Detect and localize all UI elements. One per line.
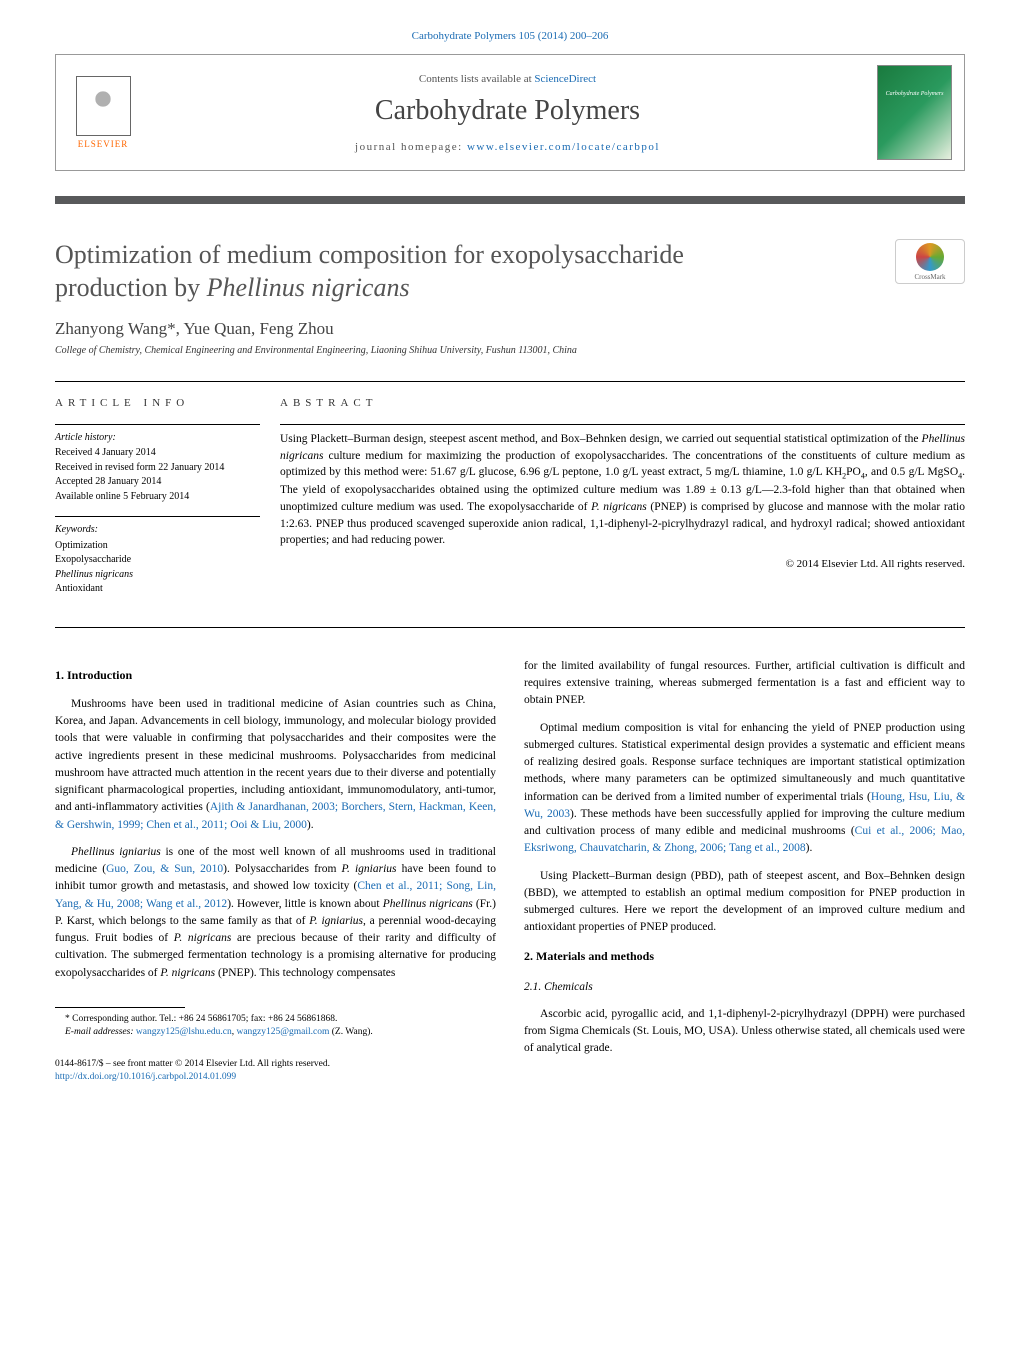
elsevier-tree-icon <box>76 76 131 136</box>
intro-para-2: Phellinus igniarius is one of the most w… <box>55 844 496 982</box>
header-center: Contents lists available at ScienceDirec… <box>138 73 877 153</box>
article-info: article info Article history: Received 4… <box>55 396 280 609</box>
abs-part1: Using Plackett–Burman design, steepest a… <box>280 433 922 445</box>
intro-p2-d: ). However, little is known about <box>227 898 383 910</box>
journal-cover-thumbnail <box>877 65 952 160</box>
intro-p1-b: ). <box>307 819 314 831</box>
email-line: E-mail addresses: wangzy125@lshu.edu.cn,… <box>55 1026 496 1039</box>
title-line1: Optimization of medium composition for e… <box>55 240 684 269</box>
title-line2-prefix: production by <box>55 273 207 302</box>
col2-p2-c: ). <box>806 842 813 854</box>
homepage-link[interactable]: www.elsevier.com/locate/carbpol <box>467 141 660 153</box>
header-box: ELSEVIER Contents lists available at Sci… <box>55 54 965 171</box>
keyword-3: Phellinus nigricans <box>55 568 260 583</box>
elsevier-logo: ELSEVIER <box>68 70 138 155</box>
email-suffix: (Z. Wang). <box>329 1027 372 1037</box>
abs-italic2: P. nigricans <box>591 501 647 513</box>
title-line2-italic: Phellinus nigricans <box>207 273 410 302</box>
mm-heading: 2. Materials and methods <box>524 947 965 965</box>
email-1[interactable]: wangzy125@lshu.edu.cn <box>136 1027 232 1037</box>
keyword-4: Antioxidant <box>55 582 260 597</box>
intro-p2-h: (PNEP). This technology compensates <box>215 967 395 979</box>
crossmark-label: CrossMark <box>914 273 945 281</box>
abs-part4: , and 0.5 g/L MgSO <box>865 466 958 478</box>
footer-line1: 0144-8617/$ – see front matter © 2014 El… <box>55 1058 496 1071</box>
col2-para-2: Optimal medium composition is vital for … <box>524 720 965 858</box>
column-left: 1. Introduction Mushrooms have been used… <box>55 658 496 1084</box>
chem-heading: 2.1. Chemicals <box>524 979 965 996</box>
accepted-date: Accepted 28 January 2014 <box>55 475 260 490</box>
intro-p2-italic3: Phellinus nigricans <box>383 898 473 910</box>
abstract-copyright: © 2014 Elsevier Ltd. All rights reserved… <box>280 557 965 573</box>
keyword-2: Exopolysaccharide <box>55 553 260 568</box>
history-label: Article history: <box>55 431 260 446</box>
intro-p2-b: ). Polysaccharides from <box>223 863 341 875</box>
body-columns: 1. Introduction Mushrooms have been used… <box>55 658 965 1084</box>
abstract-text: Using Plackett–Burman design, steepest a… <box>280 424 965 549</box>
chem-para-1: Ascorbic acid, pyrogallic acid, and 1,1-… <box>524 1006 965 1058</box>
revised-date: Received in revised form 22 January 2014 <box>55 461 260 476</box>
abstract-column: abstract Using Plackett–Burman design, s… <box>280 396 965 609</box>
intro-p2-italic2: P. igniarius <box>342 863 397 875</box>
keywords-block: Keywords: Optimization Exopolysaccharide… <box>55 516 260 597</box>
doi-link[interactable]: http://dx.doi.org/10.1016/j.carbpol.2014… <box>55 1071 496 1084</box>
intro-p1-a: Mushrooms have been used in traditional … <box>55 698 496 814</box>
email-2[interactable]: wangzy125@gmail.com <box>236 1027 329 1037</box>
article-info-heading: article info <box>55 396 260 412</box>
col2-para-3: Using Plackett–Burman design (PBD), path… <box>524 868 965 937</box>
crossmark-badge[interactable]: CrossMark <box>895 239 965 284</box>
corresponding-author-footnote: * Corresponding author. Tel.: +86 24 568… <box>55 1013 496 1040</box>
column-right: for the limited availability of fungal r… <box>524 658 965 1084</box>
journal-reference: Carbohydrate Polymers 105 (2014) 200–206 <box>55 30 965 42</box>
corr-label: * Corresponding author. Tel.: +86 24 568… <box>55 1013 496 1026</box>
history-block: Article history: Received 4 January 2014… <box>55 424 260 505</box>
article-title: Optimization of medium composition for e… <box>55 239 875 304</box>
intro-p2-italic6: P. nigricans <box>160 967 215 979</box>
sciencedirect-link[interactable]: ScienceDirect <box>534 73 596 85</box>
keyword-1: Optimization <box>55 539 260 554</box>
contents-line: Contents lists available at ScienceDirec… <box>138 73 877 85</box>
title-row: Optimization of medium composition for e… <box>55 239 965 304</box>
online-date: Available online 5 February 2014 <box>55 490 260 505</box>
info-abstract-row: article info Article history: Received 4… <box>55 381 965 628</box>
intro-p2-italic1: Phellinus igniarius <box>71 846 161 858</box>
keywords-label: Keywords: <box>55 523 260 538</box>
affiliation: College of Chemistry, Chemical Engineeri… <box>55 345 965 356</box>
journal-name: Carbohydrate Polymers <box>138 95 877 127</box>
intro-p2-ref1[interactable]: Guo, Zou, & Sun, 2010 <box>106 863 223 875</box>
authors: Zhanyong Wang*, Yue Quan, Feng Zhou <box>55 319 965 339</box>
email-label: E-mail addresses: <box>65 1027 136 1037</box>
footnote-separator <box>55 1007 185 1008</box>
received-date: Received 4 January 2014 <box>55 446 260 461</box>
abs-part3: PO <box>846 466 861 478</box>
intro-p2-italic4: P. igniarius <box>309 915 363 927</box>
divider-bar <box>55 196 965 204</box>
homepage-line: journal homepage: www.elsevier.com/locat… <box>138 141 877 153</box>
abstract-heading: abstract <box>280 396 965 412</box>
intro-heading: 1. Introduction <box>55 666 496 684</box>
crossmark-circle-icon <box>916 243 944 271</box>
col2-para-1: for the limited availability of fungal r… <box>524 658 965 710</box>
intro-p2-italic5: P. nigricans <box>174 932 232 944</box>
contents-prefix: Contents lists available at <box>419 73 534 85</box>
homepage-prefix: journal homepage: <box>355 141 467 153</box>
footer-info: 0144-8617/$ – see front matter © 2014 El… <box>55 1058 496 1085</box>
intro-para-1: Mushrooms have been used in traditional … <box>55 696 496 834</box>
elsevier-label: ELSEVIER <box>78 139 129 149</box>
